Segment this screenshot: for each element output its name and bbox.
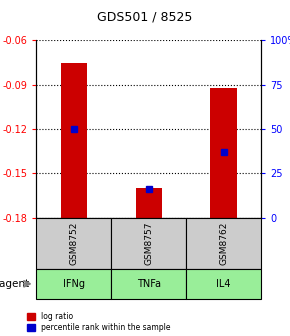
Text: TNFa: TNFa (137, 279, 161, 289)
FancyBboxPatch shape (36, 218, 111, 268)
Text: IL4: IL4 (216, 279, 231, 289)
Text: GSM8762: GSM8762 (219, 221, 228, 265)
Text: agent: agent (0, 279, 32, 289)
FancyBboxPatch shape (36, 268, 111, 299)
Bar (211, 88, 237, 218)
Text: GDS501 / 8525: GDS501 / 8525 (97, 10, 193, 23)
Text: IFNg: IFNg (63, 279, 85, 289)
Text: GSM8752: GSM8752 (69, 221, 78, 265)
FancyBboxPatch shape (111, 218, 186, 268)
FancyBboxPatch shape (186, 268, 261, 299)
Bar (61, 62, 87, 218)
FancyBboxPatch shape (186, 218, 261, 268)
FancyBboxPatch shape (111, 268, 186, 299)
Text: GSM8757: GSM8757 (144, 221, 153, 265)
Legend: log ratio, percentile rank within the sample: log ratio, percentile rank within the sa… (27, 312, 170, 332)
Bar (135, 188, 162, 218)
